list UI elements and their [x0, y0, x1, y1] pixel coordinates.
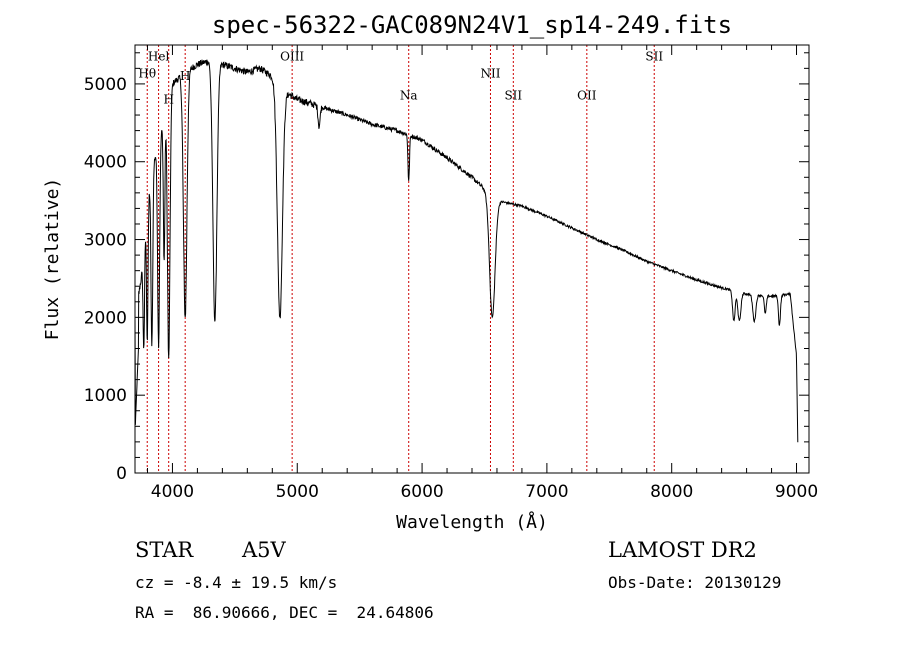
line-marker-label: SII — [504, 88, 522, 102]
line-marker-label: OIII — [280, 50, 304, 64]
observation-date: Obs-Date: 20130129 — [608, 573, 782, 592]
object-class: STAR — [135, 538, 194, 562]
line-marker-label: NII — [480, 67, 500, 81]
line-marker-label: OII — [577, 88, 597, 102]
line-marker-label: Hθ — [138, 67, 156, 81]
redshift-value: cz = -8.4 ± 19.5 km/s — [135, 573, 338, 592]
y-axis-label: Flux (relative) — [42, 178, 63, 341]
spectrum-line — [134, 59, 799, 443]
x-tick-label: 4000 — [151, 482, 194, 502]
line-marker-label: Hel — [148, 50, 170, 64]
x-tick-label: 5000 — [276, 482, 319, 502]
emission-line-markers: Hel Hθ HH OIII Na NII SII OII SII — [138, 45, 663, 473]
x-tick-label: 7000 — [525, 482, 568, 502]
x-tick-label: 9000 — [775, 482, 818, 502]
object-subclass: A5V — [242, 538, 286, 562]
y-tick-label: 1000 — [84, 386, 127, 406]
plot-frame — [134, 44, 810, 474]
x-tick-label: 6000 — [400, 482, 443, 502]
coordinates: RA = 86.90666, DEC = 24.64806 — [135, 603, 434, 622]
line-marker-label: Na — [400, 88, 418, 102]
y-tick-label: 0 — [116, 464, 127, 484]
y-tick-label: 3000 — [84, 231, 127, 251]
y-tick-label: 5000 — [84, 75, 127, 95]
line-marker-label: H — [163, 92, 173, 106]
y-tick-label: 4000 — [84, 153, 127, 173]
y-tick-label: 2000 — [84, 308, 127, 328]
axis-ticks: 4000 5000 6000 7000 8000 9000 0 1000 2000 3000 400… — [84, 45, 818, 502]
spectrum-series — [134, 59, 799, 443]
line-marker-label: SII — [645, 50, 663, 64]
chart-title: spec-56322-GAC089N24V1_sp14-249.fits — [212, 11, 732, 39]
x-tick-label: 8000 — [650, 482, 693, 502]
x-axis-label: Wavelength (Å) — [396, 511, 548, 533]
survey-name: LAMOST DR2 — [608, 538, 757, 562]
line-marker-label: H — [180, 69, 190, 83]
